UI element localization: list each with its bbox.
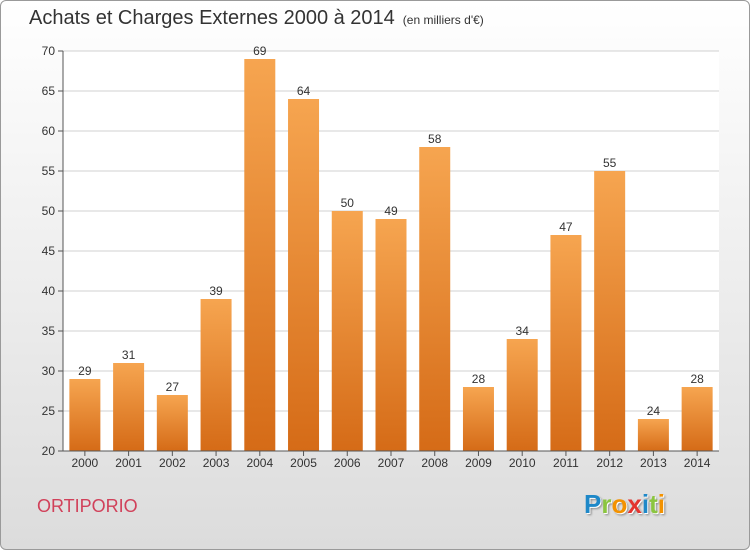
logo-letter: P (584, 489, 602, 519)
bar (594, 171, 626, 451)
y-tick-label: 35 (42, 324, 56, 338)
x-tick-label: 2010 (509, 456, 536, 470)
chart-subtitle: (en milliers d'€) (402, 13, 484, 27)
logo-letter: o (611, 489, 628, 519)
x-tick-label: 2007 (378, 456, 405, 470)
y-tick-label: 55 (42, 164, 56, 178)
x-tick-label: 2002 (159, 456, 186, 470)
bar (200, 299, 232, 451)
x-tick-label: 2014 (684, 456, 711, 470)
title-text: Achats et Charges Externes 2000 à 2014 (29, 7, 395, 29)
data-label: 69 (253, 44, 267, 58)
bar (375, 219, 407, 451)
town-name: ORTIPORIO (37, 496, 138, 516)
bar (681, 387, 713, 451)
x-tick-label: 2009 (465, 456, 492, 470)
bar (550, 235, 582, 451)
logo-letter: x (627, 489, 642, 519)
data-label: 50 (341, 196, 355, 210)
y-tick-label: 30 (42, 364, 56, 378)
x-tick-label: 2008 (421, 456, 448, 470)
x-tick-label: 2005 (290, 456, 317, 470)
data-label: 49 (384, 204, 398, 218)
data-label: 58 (428, 132, 442, 146)
data-label: 28 (690, 372, 704, 386)
logo-letter: t (649, 489, 658, 519)
data-label: 29 (78, 364, 92, 378)
bar (113, 363, 145, 451)
proxiti-logo[interactable]: Proxiti (584, 489, 665, 520)
data-label: 34 (516, 324, 530, 338)
x-tick-label: 2004 (246, 456, 273, 470)
bar (331, 211, 363, 451)
x-tick-label: 2006 (334, 456, 361, 470)
x-tick-label: 2012 (596, 456, 623, 470)
y-tick-label: 70 (42, 44, 56, 58)
bar (506, 339, 538, 451)
logo-letter: i (641, 489, 650, 519)
y-tick-label: 40 (42, 284, 56, 298)
x-tick-label: 2011 (553, 456, 579, 470)
bar (462, 387, 494, 451)
x-tick-label: 2013 (640, 456, 667, 470)
y-tick-label: 65 (42, 84, 56, 98)
data-label: 28 (472, 372, 486, 386)
bar (419, 147, 451, 451)
x-tick-label: 2000 (72, 456, 99, 470)
chart-title: Achats et Charges Externes 2000 à 2014 (e… (29, 7, 484, 30)
bar (288, 99, 320, 451)
y-tick-label: 45 (42, 244, 56, 258)
bar (69, 379, 101, 451)
data-label: 31 (122, 348, 136, 362)
x-tick-label: 2001 (115, 456, 142, 470)
bar (156, 395, 188, 451)
x-tick-label: 2003 (203, 456, 230, 470)
data-label: 39 (209, 284, 223, 298)
y-tick-label: 60 (42, 124, 56, 138)
logo-letter: r (601, 489, 612, 519)
y-tick-label: 50 (42, 204, 56, 218)
y-tick-label: 25 (42, 404, 56, 418)
data-label: 64 (297, 84, 311, 98)
data-label: 55 (603, 156, 617, 170)
data-label: 27 (166, 380, 180, 394)
logo-letter: i (657, 489, 665, 519)
bar (637, 419, 669, 451)
data-label: 24 (647, 404, 661, 418)
y-tick-label: 20 (42, 444, 56, 458)
bar (244, 59, 276, 451)
data-label: 47 (559, 220, 573, 234)
